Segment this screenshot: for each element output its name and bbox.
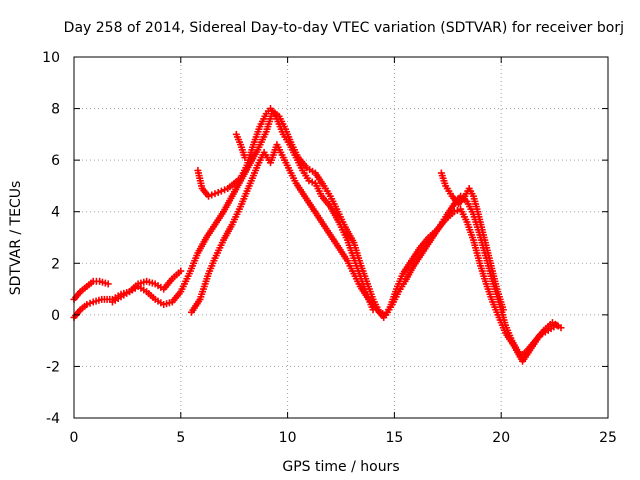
axis-ticks	[73, 56, 609, 419]
x-tick-label: 25	[599, 430, 617, 446]
data-point-marker	[205, 192, 213, 200]
y-tick-label: 2	[51, 256, 60, 272]
y-tick-label: 0	[51, 308, 60, 324]
x-axis-label: GPS time / hours	[282, 459, 399, 475]
y-tick-label: 6	[51, 153, 60, 169]
data-point-marker	[104, 280, 112, 288]
x-tick-label: 20	[492, 430, 510, 446]
data-point-marker-interp	[221, 186, 229, 194]
x-tick-label: 15	[385, 430, 403, 446]
data-point-marker-interp	[208, 191, 216, 199]
x-tick-label: 10	[279, 430, 297, 446]
data-point-marker	[305, 177, 313, 185]
x-tick-label: 5	[176, 430, 185, 446]
data-point-marker	[499, 306, 507, 314]
data-point-marker	[217, 187, 225, 195]
x-tick-label: 0	[70, 430, 79, 446]
grid-lines	[74, 57, 608, 418]
plot-frame	[73, 56, 609, 419]
data-point-marker-interp	[214, 188, 222, 196]
axis-tick-labels: 0 5 10 15 20 25 -4 -2 0 2 4 6 8 10	[42, 50, 617, 446]
data-point-marker-interp	[308, 178, 316, 186]
data-point-marker	[553, 321, 561, 329]
y-tick-label: 4	[51, 205, 60, 221]
data-point-marker	[241, 154, 249, 162]
data-point-marker	[450, 208, 458, 216]
data-point-marker-interp	[86, 299, 94, 307]
y-tick-label: -4	[46, 411, 60, 427]
data-point-marker	[177, 267, 185, 275]
y-tick-label: -2	[46, 359, 60, 375]
data-point-marker	[211, 190, 219, 198]
y-tick-label: 8	[51, 102, 60, 118]
data-point-marker-interp	[453, 206, 461, 214]
data-markers	[70, 105, 565, 365]
y-axis-label: SDTVAR / TECUs	[8, 181, 24, 296]
data-point-marker	[369, 306, 377, 314]
data-point-marker	[83, 301, 91, 309]
chart-title: Day 258 of 2014, Sidereal Day-to-day VTE…	[64, 20, 624, 36]
data-point-marker	[557, 324, 565, 332]
y-tick-label: 10	[42, 50, 60, 66]
